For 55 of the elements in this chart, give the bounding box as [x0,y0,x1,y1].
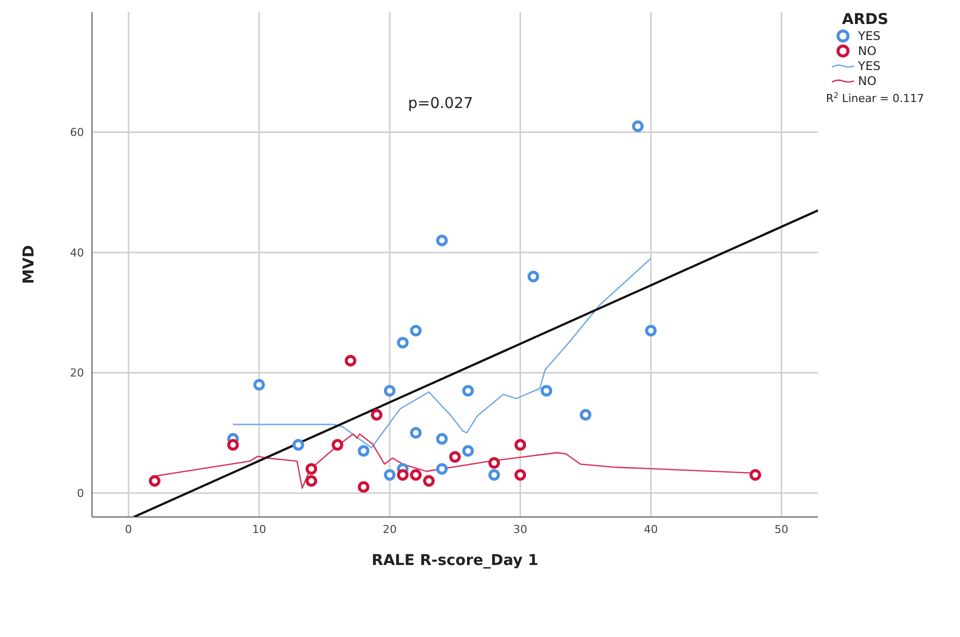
y-axis-title: MVD [19,245,38,284]
point [292,439,304,451]
legend-label: YES [858,28,881,42]
point [462,384,474,397]
y-tick-label: 60 [70,126,84,140]
point [514,439,526,451]
point [436,234,448,246]
point [384,469,396,481]
x-tick-label: 10 [252,522,266,536]
point [488,457,500,469]
point [410,324,422,336]
point [449,451,461,463]
point [148,475,160,487]
legend-label: NO [858,44,876,58]
point [344,354,356,366]
point [306,475,318,487]
point [645,324,657,336]
point [514,469,526,481]
point [358,445,370,457]
point [488,469,500,481]
point [332,439,344,451]
point [462,445,474,457]
point [540,384,552,397]
point [423,475,435,487]
text: R$^{2}$ Linear = 0.117 [826,90,924,105]
point [227,439,239,451]
point [528,270,540,282]
point [306,463,318,475]
x-tick-label: 50 [774,522,788,536]
y-tick-label: 40 [70,246,84,260]
legend-label: YES [858,58,881,72]
point [396,336,409,348]
annotation: p=0.027 [408,94,474,112]
legend-title: ARDS [842,10,890,28]
line-series [232,258,652,449]
point [253,378,265,391]
point [436,433,448,445]
point [384,384,396,397]
point [632,120,644,132]
point [358,481,370,493]
point [410,427,422,439]
x-tick-label: 30 [513,522,528,536]
point [370,409,382,421]
x-tick-label: 20 [382,522,397,536]
x-tick-label: 0 [125,522,132,536]
legend-label: NO [858,74,876,88]
x-tick-label: 40 [644,522,658,536]
y-tick-label: 0 [77,486,84,500]
point [396,469,409,481]
y-tick-label: 20 [70,366,84,380]
point [750,469,762,481]
point [436,463,448,475]
point [580,409,592,421]
point [410,469,422,481]
x-axis-title: RALE R-score_Day 1 [372,551,538,569]
